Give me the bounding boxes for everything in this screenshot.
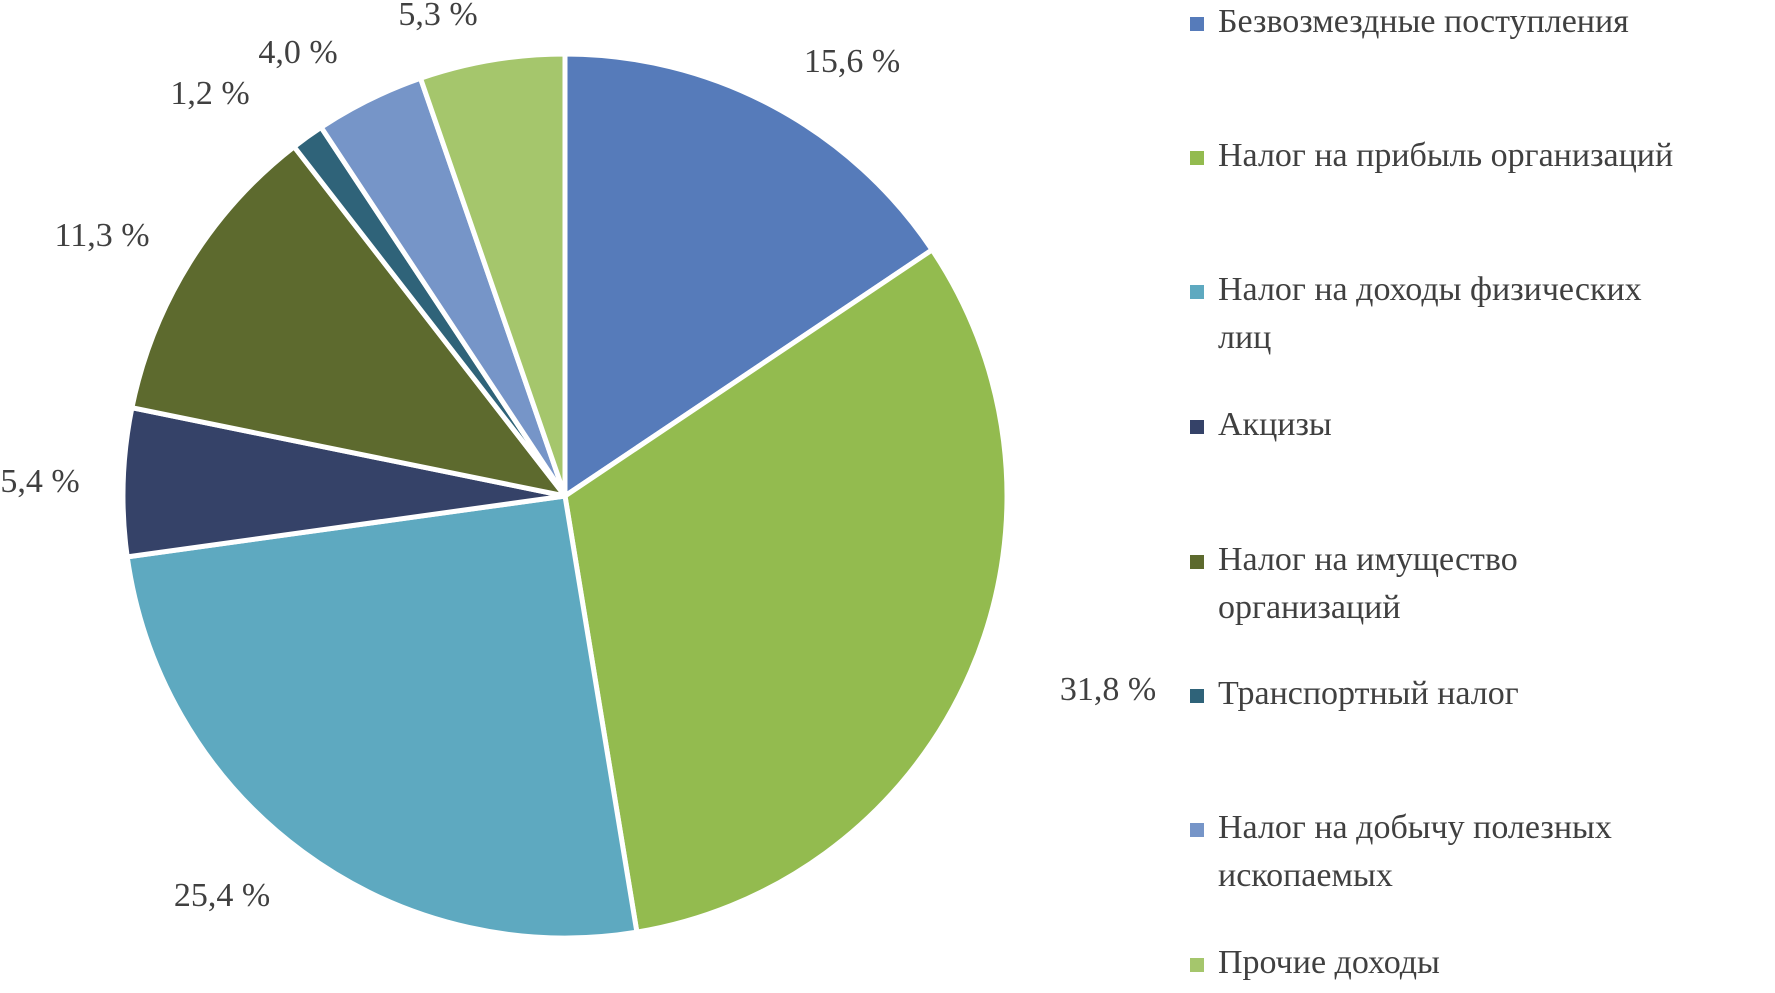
pie-slices [120,51,1010,941]
legend-label-1: Безвозмездные поступления [1218,3,1629,40]
legend-label-3: Налог на доходы физических лиц [1218,271,1642,356]
data-label-1: 15,6 % [804,43,900,80]
legend-item-4: Акцизы [1190,406,1332,443]
data-label-5: 11,3 % [54,217,149,254]
data-label-6: 1,2 % [170,75,249,112]
legend-item-7: Налог на добычу полезных ископаемых [1190,809,1612,894]
legend-marker-5 [1190,555,1204,569]
legend-marker-8 [1190,958,1204,972]
data-label-4: 5,4 % [0,463,79,500]
pie-slice-2 [562,247,1010,935]
legend-label-4: Акцизы [1218,406,1332,443]
legend-label-7: Налог на добычу полезных ископаемых [1218,809,1612,894]
legend-marker-6 [1190,689,1204,703]
legend-label-6: Транспортный налог [1218,675,1519,712]
legend-item-3: Налог на доходы физических лиц [1190,271,1642,356]
legend-marker-4 [1190,420,1204,434]
legend-item-2: Налог на прибыль организаций [1190,137,1673,174]
data-label-8: 5,3 % [398,0,477,33]
pie-data-labels: 15,6 % 31,8 % 25,4 % 5,4 % 11,3 % 1,2 %4,0 % 5… [0,0,1156,914]
legend-marker-7 [1190,823,1204,837]
pie-slice-1 [562,51,935,499]
legend-label-5: Налог на имущество организаций [1218,541,1518,626]
pie-slice-8 [418,51,568,499]
legend-item-6: Транспортный налог [1190,675,1519,712]
pie-slice-4 [120,405,568,560]
pie-slice-3 [124,493,640,941]
legend-item-5: Налог на имущество организаций [1190,541,1518,626]
data-label-2: 31,8 % [1060,671,1156,708]
legend-item-1: Безвозмездные поступления [1190,3,1629,40]
legend-label-2: Налог на прибыль организаций [1218,137,1673,174]
data-label-7: 4,0 % [258,34,337,71]
legend-marker-3 [1190,285,1204,299]
legend-label-8: Прочие доходы [1218,944,1440,981]
pie-slice-5 [129,144,568,499]
legend-marker-2 [1190,151,1204,165]
legend-marker-1 [1190,17,1204,31]
legend-item-8: Прочие доходы [1190,944,1440,981]
legend: Безвозмездные поступления Налог на прибыл… [1190,3,1673,981]
data-label-3: 25,4 % [174,877,270,914]
